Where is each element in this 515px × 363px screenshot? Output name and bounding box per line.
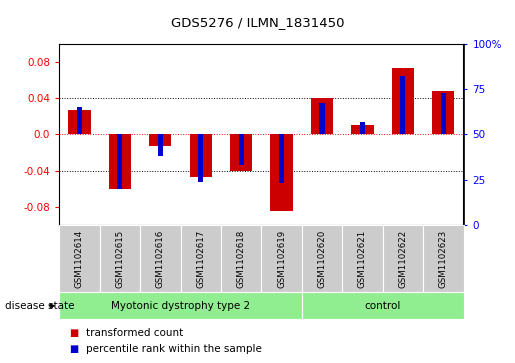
Text: GSM1102616: GSM1102616 xyxy=(156,229,165,288)
Text: GSM1102617: GSM1102617 xyxy=(196,229,205,288)
Bar xyxy=(342,225,383,292)
Bar xyxy=(423,225,464,292)
Text: ■: ■ xyxy=(70,344,79,354)
Bar xyxy=(158,134,163,156)
Bar xyxy=(360,122,365,134)
Text: GSM1102618: GSM1102618 xyxy=(237,229,246,288)
Bar xyxy=(198,134,203,182)
Bar xyxy=(221,225,261,292)
Bar xyxy=(59,225,100,292)
Bar xyxy=(302,292,464,319)
Bar xyxy=(149,134,171,146)
Text: ■: ■ xyxy=(70,328,79,338)
Text: GSM1102623: GSM1102623 xyxy=(439,229,448,288)
Bar xyxy=(230,134,252,171)
Bar xyxy=(302,225,342,292)
Bar xyxy=(351,125,373,134)
Text: percentile rank within the sample: percentile rank within the sample xyxy=(86,344,262,354)
Text: GSM1102622: GSM1102622 xyxy=(399,229,407,288)
Bar xyxy=(319,103,324,134)
Bar xyxy=(270,134,293,211)
Bar xyxy=(117,134,123,189)
Bar xyxy=(140,225,180,292)
Bar xyxy=(261,225,302,292)
Bar xyxy=(100,225,140,292)
Bar xyxy=(432,91,454,134)
Bar xyxy=(441,93,446,134)
Bar xyxy=(279,134,284,183)
Text: control: control xyxy=(365,301,401,311)
Text: GSM1102620: GSM1102620 xyxy=(318,229,327,288)
Text: GSM1102619: GSM1102619 xyxy=(277,229,286,288)
Bar xyxy=(238,134,244,165)
Text: GSM1102615: GSM1102615 xyxy=(115,229,124,288)
Bar xyxy=(77,107,82,134)
Text: GSM1102621: GSM1102621 xyxy=(358,229,367,288)
Bar xyxy=(400,76,405,134)
Bar xyxy=(59,292,302,319)
Text: GDS5276 / ILMN_1831450: GDS5276 / ILMN_1831450 xyxy=(171,16,344,29)
Text: Myotonic dystrophy type 2: Myotonic dystrophy type 2 xyxy=(111,301,250,311)
Bar xyxy=(180,225,221,292)
Bar xyxy=(190,134,212,177)
Bar xyxy=(383,225,423,292)
Bar xyxy=(311,98,333,134)
Text: GSM1102614: GSM1102614 xyxy=(75,229,84,288)
Text: disease state: disease state xyxy=(5,301,75,311)
Bar xyxy=(109,134,131,189)
Text: transformed count: transformed count xyxy=(86,328,183,338)
Bar xyxy=(68,110,91,134)
Bar xyxy=(392,68,414,134)
